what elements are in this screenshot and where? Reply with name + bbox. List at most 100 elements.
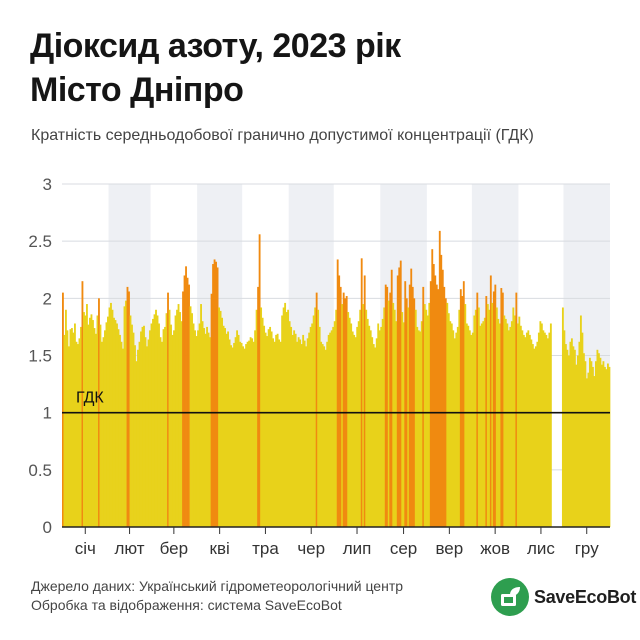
daily-bar [501, 292, 504, 527]
daily-bar [80, 326, 82, 527]
daily-bar [215, 261, 217, 527]
x-tick-label: бер [160, 539, 188, 558]
daily-bar [93, 328, 96, 527]
daily-bar [317, 309, 320, 527]
daily-bar [252, 341, 255, 527]
daily-bar [230, 345, 233, 527]
daily-bar [386, 286, 389, 527]
daily-bar [366, 318, 369, 527]
daily-bar [572, 346, 575, 527]
daily-bar [399, 260, 402, 527]
daily-bar [588, 357, 591, 527]
daily-bar [302, 334, 305, 527]
x-tick-label: кві [210, 539, 230, 558]
daily-bar [78, 338, 81, 527]
daily-bar [543, 332, 546, 527]
daily-bar [227, 331, 230, 527]
daily-bar [456, 326, 459, 527]
chart-title-line-1: Діоксид азоту, 2023 рік [30, 27, 401, 65]
daily-bar [377, 323, 380, 527]
daily-bar [188, 284, 190, 527]
daily-bar [218, 307, 220, 527]
daily-bar [264, 332, 267, 527]
daily-bar [219, 310, 222, 527]
daily-bar [507, 330, 510, 527]
daily-bar [540, 323, 543, 527]
daily-bar [587, 372, 590, 527]
daily-bar [393, 309, 396, 527]
daily-bar [581, 332, 584, 527]
daily-bar [464, 304, 467, 527]
daily-bar [509, 326, 512, 527]
daily-bar [431, 249, 434, 528]
daily-bar [200, 304, 202, 527]
reference-line-label: ГДК [76, 390, 104, 407]
daily-bar [468, 330, 471, 527]
daily-bar [461, 296, 464, 527]
daily-bar [275, 334, 278, 527]
daily-bar [159, 337, 162, 527]
daily-bar [575, 364, 578, 527]
daily-bar [536, 341, 539, 527]
daily-bar [590, 361, 593, 527]
daily-bar [327, 334, 330, 527]
daily-bar [263, 325, 266, 527]
daily-bar [110, 302, 112, 527]
x-tick-label: лис [527, 539, 555, 558]
daily-bar [594, 361, 597, 527]
daily-bar [573, 349, 576, 527]
daily-bar [315, 292, 318, 527]
daily-bar [371, 337, 374, 527]
daily-bar [90, 314, 93, 527]
daily-bar [408, 284, 411, 527]
daily-bar [447, 313, 450, 527]
daily-bar [512, 307, 515, 527]
daily-bar [584, 361, 587, 527]
daily-bar [224, 328, 226, 527]
daily-bar [251, 338, 254, 527]
daily-bar [591, 366, 594, 527]
daily-bar [321, 344, 324, 527]
daily-bar [531, 344, 534, 527]
daily-bar [89, 317, 91, 527]
leaf-on-device-icon [491, 578, 529, 616]
brand-name: SaveEcoBot [534, 586, 637, 607]
daily-bar [84, 315, 87, 527]
daily-bar [297, 337, 300, 527]
daily-bar [398, 267, 401, 527]
daily-bar [128, 291, 130, 527]
daily-bar [485, 296, 488, 527]
daily-bar [378, 330, 381, 527]
daily-bar [369, 330, 372, 527]
daily-bar [390, 269, 393, 527]
daily-bar [183, 275, 186, 527]
daily-bar [290, 326, 293, 527]
daily-bar [180, 321, 183, 527]
daily-bar [500, 288, 503, 527]
daily-bar [117, 329, 120, 527]
data-source-text: Джерело даних: Український гідрометеорол… [31, 578, 404, 594]
daily-bar [210, 293, 213, 527]
daily-bar [99, 324, 102, 527]
daily-bar [213, 259, 216, 527]
daily-bar [396, 275, 399, 527]
daily-bar [503, 315, 506, 527]
daily-bar [134, 345, 136, 527]
daily-bar [131, 324, 133, 527]
daily-bar [236, 330, 239, 527]
daily-bar [318, 326, 321, 527]
daily-bar [237, 334, 240, 527]
daily-bar [311, 323, 314, 527]
daily-bar [153, 314, 156, 527]
daily-bar [473, 315, 476, 527]
daily-bar [599, 357, 602, 527]
daily-bar [567, 355, 570, 527]
daily-bar [356, 326, 359, 527]
daily-bar [404, 281, 407, 527]
daily-bar [108, 307, 111, 527]
daily-bar [225, 333, 228, 527]
daily-bar [384, 284, 387, 527]
daily-bar [107, 316, 109, 527]
daily-bar [68, 346, 70, 527]
daily-bar [207, 332, 210, 527]
